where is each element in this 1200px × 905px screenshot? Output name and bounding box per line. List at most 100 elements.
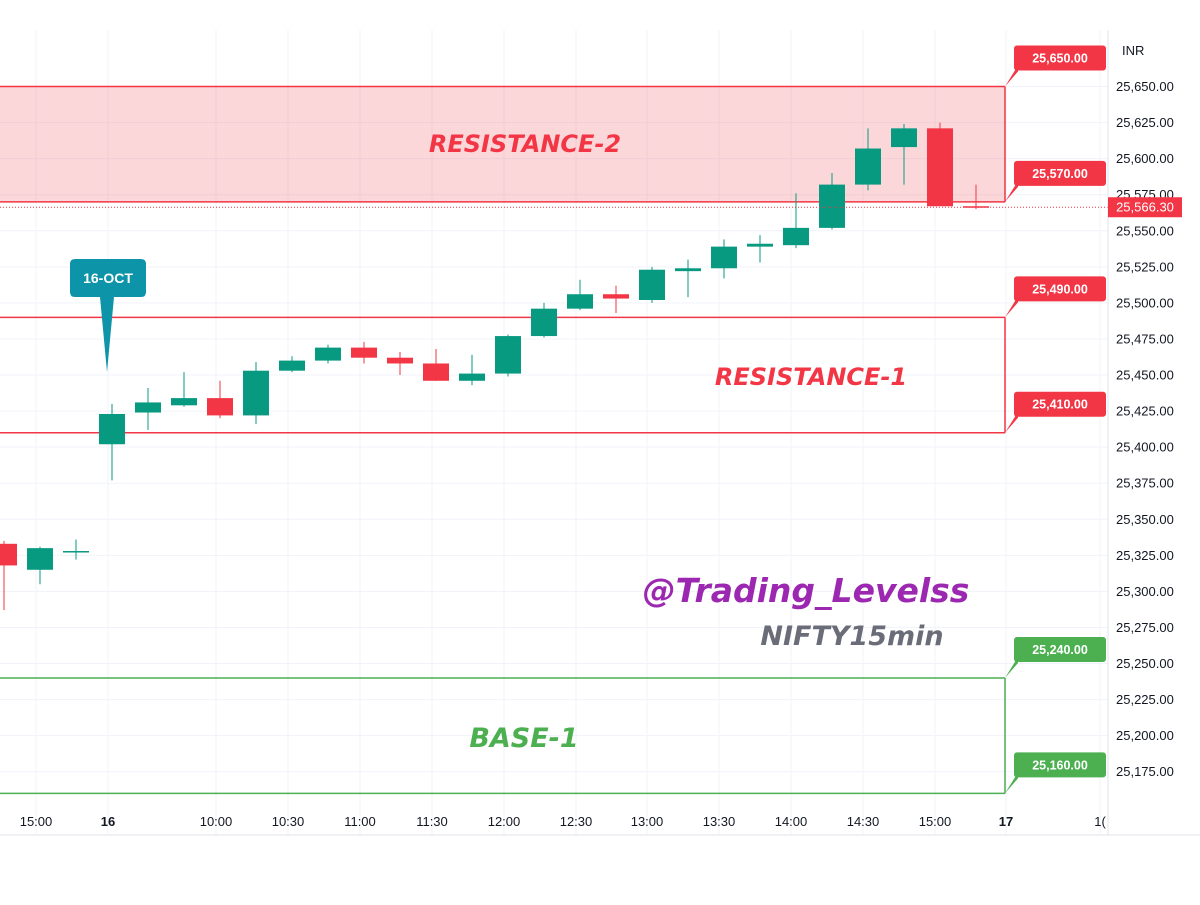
candle-body: [135, 402, 161, 413]
candle-body: [0, 543, 17, 566]
time-tick-label: 14:30: [847, 814, 880, 829]
price-tick-label: 25,500.00: [1116, 295, 1174, 310]
watermark-symbol: NIFTY15min: [760, 621, 943, 652]
price-tick-label: 25,350.00: [1116, 512, 1174, 527]
time-tick-label: 10:30: [272, 814, 305, 829]
candle-body: [27, 548, 53, 570]
price-tick-label: 25,550.00: [1116, 223, 1174, 238]
callout-label: 16-OCT: [83, 270, 133, 286]
candle: [639, 266, 665, 303]
time-tick-label: 13:30: [703, 814, 736, 829]
candle: [351, 341, 377, 364]
candle-body: [315, 347, 341, 361]
candle: [675, 259, 701, 298]
candle-body: [855, 148, 881, 185]
candle-body: [423, 363, 449, 381]
price-tag-label: 25,160.00: [1032, 758, 1088, 772]
price-tag-pointer: [1005, 296, 1018, 318]
price-tick-label: 25,250.00: [1116, 656, 1174, 671]
candle: [423, 349, 449, 381]
candle: [315, 344, 341, 364]
last-price-label: 25,566.30: [1116, 200, 1174, 215]
price-tags: 25,650.00 25,570.00 25,490.00 25,410.00 25,2…: [1005, 45, 1182, 794]
candle: [855, 128, 881, 191]
time-tick-label: 12:30: [560, 814, 593, 829]
price-tag-box: [1014, 45, 1106, 71]
candle: [63, 539, 89, 560]
price-tick-label: 25,300.00: [1116, 584, 1174, 599]
candle: [27, 546, 53, 585]
price-tag-label: 25,650.00: [1032, 52, 1088, 66]
time-tick-label: 10:00: [200, 814, 233, 829]
candle: [747, 235, 773, 263]
zone-label: RESISTANCE-1: [715, 363, 907, 391]
zone-label: RESISTANCE-2: [429, 130, 621, 158]
price-tick-label: 25,525.00: [1116, 259, 1174, 274]
candle: [531, 302, 557, 338]
candle: [279, 356, 305, 373]
date-callout: 16-OCT: [70, 259, 146, 372]
candle-body: [351, 347, 377, 358]
candle: [0, 540, 17, 611]
price-tick-label: 25,275.00: [1116, 620, 1174, 635]
candle-body: [531, 308, 557, 337]
candle-body: [639, 269, 665, 301]
zone-fill: [0, 86, 1005, 202]
time-axis-ticks: 15:00 16 10:00 10:30 11:00 11:30 12:00 12:30 13:…: [20, 814, 1107, 829]
price-tick-label: 25,375.00: [1116, 476, 1174, 491]
candle: [495, 334, 521, 377]
price-tag: 25,160.00: [1005, 752, 1106, 794]
candle-body: [783, 227, 809, 246]
price-tag-pointer: [1005, 65, 1018, 87]
time-tick-label: 12:00: [488, 814, 521, 829]
time-tick-label: 15:00: [919, 814, 952, 829]
price-axis-panel: [1108, 30, 1200, 835]
candle-body: [63, 551, 89, 553]
candle-body: [819, 184, 845, 228]
time-tick-label: 13:00: [631, 814, 664, 829]
candle: [783, 193, 809, 249]
price-tag-box: [1014, 752, 1106, 778]
price-tick-label: 25,200.00: [1116, 728, 1174, 743]
candle-body: [387, 357, 413, 364]
price-tick-label: 25,475.00: [1116, 331, 1174, 346]
candle: [891, 124, 917, 185]
candle-body: [927, 128, 953, 207]
time-tick-label: 16: [101, 814, 115, 829]
candle: [459, 354, 485, 386]
price-tick-label: 25,625.00: [1116, 115, 1174, 130]
candle: [567, 279, 593, 311]
price-tag-box: [1014, 391, 1106, 417]
candle: [135, 388, 161, 430]
price-tick-label: 25,600.00: [1116, 151, 1174, 166]
candle-body: [207, 398, 233, 416]
price-tag: 25,570.00: [1005, 160, 1106, 202]
price-tag-box: [1014, 160, 1106, 186]
candle-body: [243, 370, 269, 416]
time-tick-label: 17: [999, 814, 1013, 829]
candle: [819, 173, 845, 230]
candle: [171, 372, 197, 407]
time-tick-label: 15:00: [20, 814, 53, 829]
candle: [927, 122, 953, 207]
price-tick-label: 25,175.00: [1116, 764, 1174, 779]
time-tick-label: 11:00: [344, 814, 376, 829]
price-tag-label: 25,240.00: [1032, 643, 1088, 657]
candle: [603, 285, 629, 313]
candle-body: [567, 294, 593, 309]
candles: [0, 122, 989, 611]
price-tag-box: [1014, 276, 1106, 302]
time-tick-label: 11:30: [416, 814, 448, 829]
candle-body: [675, 268, 701, 272]
price-tag: 25,240.00: [1005, 636, 1106, 678]
candle-body: [603, 294, 629, 299]
candle-body: [711, 246, 737, 269]
candle: [243, 362, 269, 425]
price-tag: 25,650.00: [1005, 45, 1106, 87]
candle: [711, 239, 737, 279]
price-tag-label: 25,490.00: [1032, 282, 1088, 296]
watermark-handle: @Trading_Levelss: [643, 571, 970, 610]
candle-body: [459, 373, 485, 381]
